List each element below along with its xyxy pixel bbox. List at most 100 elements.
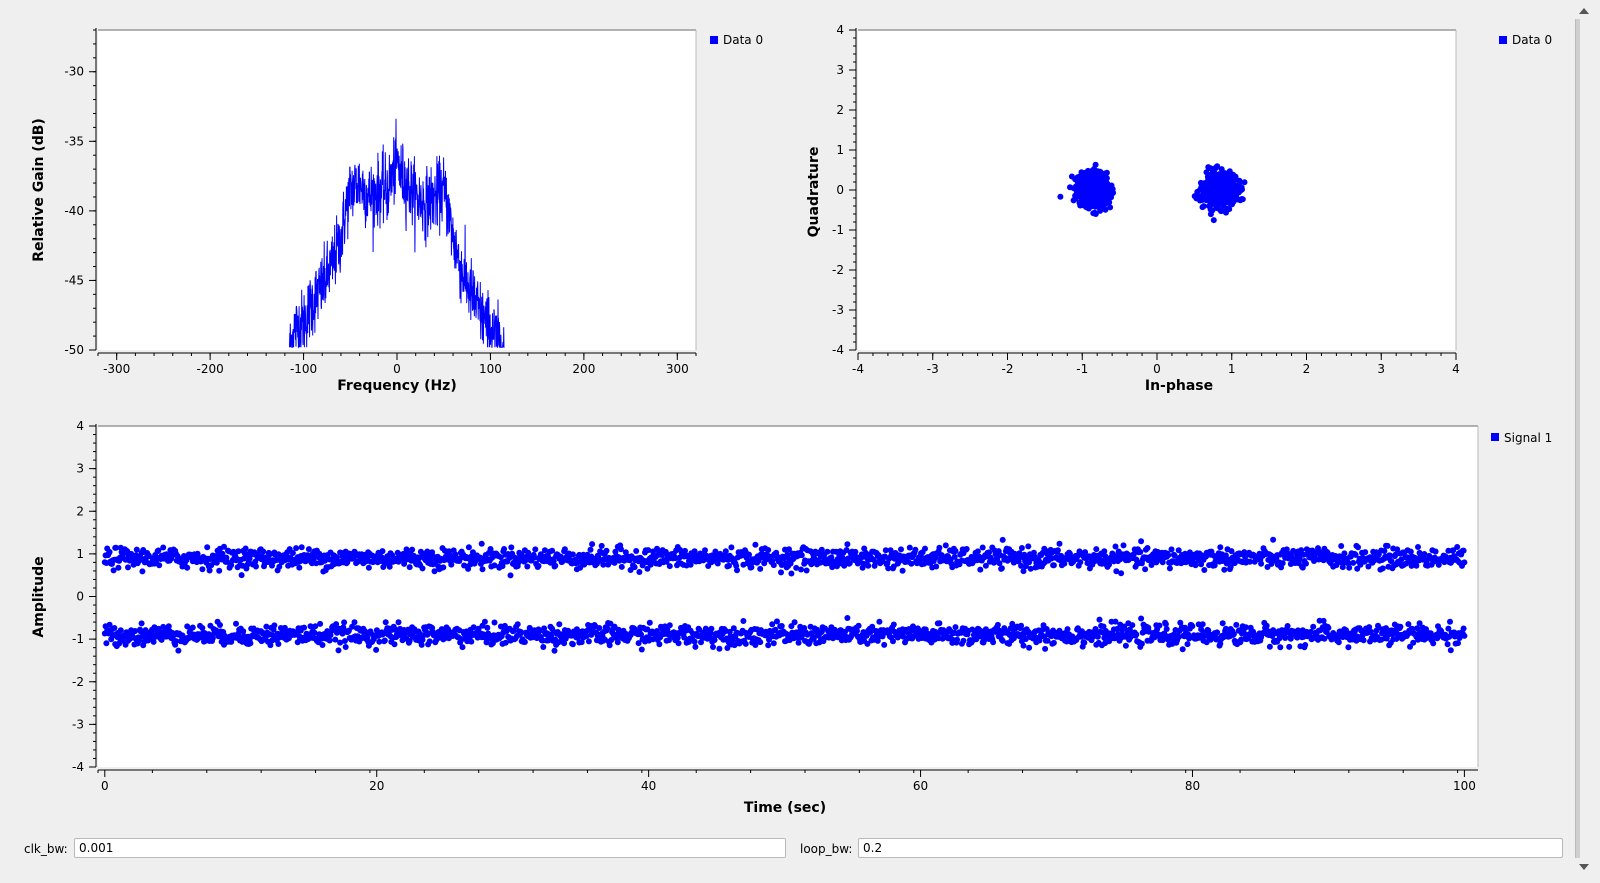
constellation-point bbox=[1202, 192, 1209, 199]
signal-point bbox=[786, 546, 792, 553]
signal-point bbox=[770, 562, 777, 569]
y-tick-label: -50 bbox=[64, 343, 84, 357]
signal-point bbox=[1266, 643, 1273, 650]
signal-point bbox=[682, 547, 688, 554]
signal-point bbox=[865, 562, 872, 569]
signal-point bbox=[1246, 558, 1253, 565]
x-tick-label: -1 bbox=[1076, 362, 1088, 376]
frequency-plot-axes: -300 -200 -100 0 100 200 300-50-45-40-35-30 bbox=[64, 28, 697, 376]
x-tick-label: 2 bbox=[1303, 362, 1311, 376]
signal-point bbox=[994, 621, 1001, 628]
scroll-track[interactable] bbox=[1575, 19, 1594, 858]
signal-point bbox=[716, 645, 723, 652]
signal-point bbox=[1447, 647, 1454, 654]
signal-point bbox=[341, 619, 348, 626]
y-tick-label: -4 bbox=[72, 760, 84, 774]
loop-bw-label: loop_bw: bbox=[800, 842, 853, 856]
scroll-down-icon[interactable] bbox=[1579, 864, 1589, 870]
signal-point bbox=[687, 561, 694, 568]
x-tick-label: 80 bbox=[1185, 779, 1200, 793]
signal-point bbox=[160, 544, 167, 551]
time-legend-label[interactable]: Signal 1 bbox=[1504, 431, 1552, 445]
signal-point bbox=[103, 640, 110, 647]
signal-point bbox=[525, 549, 532, 556]
signal-point bbox=[221, 543, 227, 550]
signal-point bbox=[1093, 546, 1100, 553]
vertical-scrollbar[interactable] bbox=[1571, 0, 1600, 883]
signal-point bbox=[604, 625, 611, 632]
loop-bw-input[interactable] bbox=[858, 838, 1563, 858]
signal-point bbox=[1101, 548, 1108, 555]
signal-point bbox=[1302, 642, 1309, 648]
constellation-point bbox=[1088, 173, 1095, 180]
signal-point bbox=[307, 623, 314, 630]
signal-point bbox=[1286, 643, 1293, 650]
y-tick-label: 3 bbox=[836, 63, 844, 77]
signal-point bbox=[269, 637, 275, 644]
signal-point bbox=[1054, 547, 1061, 554]
y-tick-label: -4 bbox=[832, 343, 844, 357]
signal-point bbox=[296, 564, 303, 571]
signal-point bbox=[406, 638, 413, 644]
signal-point bbox=[846, 560, 853, 567]
signal-point bbox=[312, 623, 319, 630]
signal-point bbox=[1461, 559, 1468, 566]
scroll-up-icon[interactable] bbox=[1579, 8, 1589, 14]
signal-point bbox=[663, 558, 670, 565]
signal-point bbox=[890, 621, 897, 628]
signal-point bbox=[765, 642, 772, 649]
signal-point bbox=[199, 566, 206, 573]
signal-point bbox=[150, 638, 157, 645]
x-tick-label: 40 bbox=[641, 779, 656, 793]
frequency-plot-canvas[interactable] bbox=[98, 30, 696, 350]
signal-point bbox=[666, 622, 673, 629]
clk-bw-input[interactable] bbox=[74, 838, 786, 858]
signal-point bbox=[765, 547, 772, 553]
constellation-point bbox=[1209, 166, 1216, 172]
signal-point bbox=[263, 623, 270, 630]
y-tick-label: -2 bbox=[72, 675, 84, 689]
frequency-plot[interactable]: -300 -200 -100 0 100 200 300-50-45-40-35-30 Fr… bbox=[31, 28, 763, 394]
constellation-point bbox=[1108, 182, 1115, 189]
signal-point bbox=[1407, 548, 1414, 555]
time-plot-canvas[interactable] bbox=[98, 426, 1478, 767]
signal-point bbox=[1277, 644, 1284, 651]
signal-point bbox=[1397, 623, 1404, 630]
signal-point bbox=[740, 618, 747, 624]
signal-point bbox=[1338, 543, 1345, 549]
signal-point bbox=[1130, 551, 1137, 558]
signal-point bbox=[1027, 565, 1034, 572]
signal-point bbox=[990, 639, 997, 646]
constellation-point bbox=[1086, 189, 1093, 196]
signal-point bbox=[1303, 560, 1309, 567]
signal-point bbox=[175, 647, 182, 654]
signal-point bbox=[484, 624, 491, 631]
y-tick-label: -1 bbox=[72, 632, 84, 646]
signal-point bbox=[549, 547, 556, 554]
clk-bw-label: clk_bw: bbox=[24, 842, 68, 856]
frequency-legend-label[interactable]: Data 0 bbox=[723, 33, 763, 47]
signal-point bbox=[409, 546, 416, 553]
signal-point bbox=[908, 560, 915, 567]
signal-point bbox=[596, 625, 603, 631]
scroll-thumb[interactable] bbox=[1575, 19, 1580, 858]
frequency-ylabel: Relative Gain (dB) bbox=[31, 118, 47, 262]
signal-point bbox=[824, 548, 831, 555]
signal-point bbox=[793, 564, 800, 571]
signal-point bbox=[507, 572, 514, 579]
signal-point bbox=[228, 638, 235, 645]
constellation-plot-canvas[interactable] bbox=[858, 30, 1456, 350]
constellation-point bbox=[1091, 184, 1098, 191]
constellation-point bbox=[1091, 166, 1097, 172]
signal-point bbox=[1138, 615, 1145, 622]
constellation-legend-label[interactable]: Data 0 bbox=[1512, 33, 1552, 47]
constellation-point bbox=[1068, 173, 1075, 180]
constellation-point bbox=[1095, 179, 1102, 186]
signal-point bbox=[1233, 621, 1240, 628]
signal-point bbox=[986, 549, 993, 556]
constellation-point bbox=[1214, 187, 1221, 194]
signal-point bbox=[1341, 550, 1348, 557]
time-plot-series bbox=[101, 536, 1468, 654]
